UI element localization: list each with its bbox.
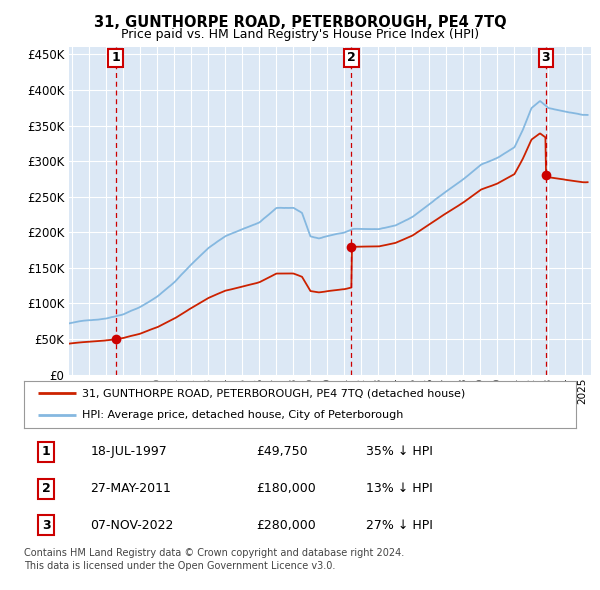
Text: 1: 1 <box>111 51 120 64</box>
Text: 13% ↓ HPI: 13% ↓ HPI <box>366 482 433 495</box>
Text: Contains HM Land Registry data © Crown copyright and database right 2024.
This d: Contains HM Land Registry data © Crown c… <box>24 548 404 571</box>
Text: £180,000: £180,000 <box>256 482 316 495</box>
Text: Price paid vs. HM Land Registry's House Price Index (HPI): Price paid vs. HM Land Registry's House … <box>121 28 479 41</box>
Text: 2: 2 <box>42 482 50 495</box>
Text: 07-NOV-2022: 07-NOV-2022 <box>90 519 173 532</box>
Text: 27% ↓ HPI: 27% ↓ HPI <box>366 519 433 532</box>
Text: HPI: Average price, detached house, City of Peterborough: HPI: Average price, detached house, City… <box>82 410 403 420</box>
Text: 31, GUNTHORPE ROAD, PETERBOROUGH, PE4 7TQ: 31, GUNTHORPE ROAD, PETERBOROUGH, PE4 7T… <box>94 15 506 30</box>
Text: 3: 3 <box>42 519 50 532</box>
Text: £49,750: £49,750 <box>256 445 307 458</box>
Text: 18-JUL-1997: 18-JUL-1997 <box>90 445 167 458</box>
Text: 3: 3 <box>542 51 550 64</box>
Text: 27-MAY-2011: 27-MAY-2011 <box>90 482 171 495</box>
Text: £280,000: £280,000 <box>256 519 316 532</box>
Text: 35% ↓ HPI: 35% ↓ HPI <box>366 445 433 458</box>
Text: 31, GUNTHORPE ROAD, PETERBOROUGH, PE4 7TQ (detached house): 31, GUNTHORPE ROAD, PETERBOROUGH, PE4 7T… <box>82 388 465 398</box>
Text: 2: 2 <box>347 51 356 64</box>
Text: 1: 1 <box>42 445 50 458</box>
